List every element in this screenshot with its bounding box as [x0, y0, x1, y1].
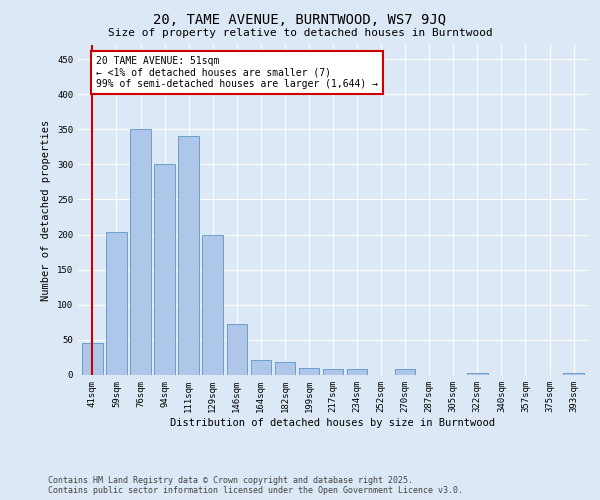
Bar: [178, 136, 199, 375]
Text: Size of property relative to detached houses in Burntwood: Size of property relative to detached ho…: [107, 28, 493, 38]
Text: Contains HM Land Registry data © Crown copyright and database right 2025.
Contai: Contains HM Land Registry data © Crown c…: [48, 476, 463, 495]
Bar: [299, 368, 319, 375]
Bar: [323, 370, 343, 375]
Text: 20 TAME AVENUE: 51sqm
← <1% of detached houses are smaller (7)
99% of semi-detac: 20 TAME AVENUE: 51sqm ← <1% of detached …: [96, 56, 378, 88]
Bar: [347, 368, 367, 375]
Bar: [467, 373, 488, 375]
Bar: [106, 232, 127, 375]
X-axis label: Distribution of detached houses by size in Burntwood: Distribution of detached houses by size …: [170, 418, 496, 428]
Bar: [82, 344, 103, 375]
Bar: [395, 368, 415, 375]
Bar: [275, 362, 295, 375]
Bar: [130, 130, 151, 375]
Bar: [251, 360, 271, 375]
Y-axis label: Number of detached properties: Number of detached properties: [41, 120, 52, 300]
Bar: [202, 234, 223, 375]
Bar: [154, 164, 175, 375]
Bar: [563, 373, 584, 375]
Text: 20, TAME AVENUE, BURNTWOOD, WS7 9JQ: 20, TAME AVENUE, BURNTWOOD, WS7 9JQ: [154, 12, 446, 26]
Bar: [227, 324, 247, 375]
